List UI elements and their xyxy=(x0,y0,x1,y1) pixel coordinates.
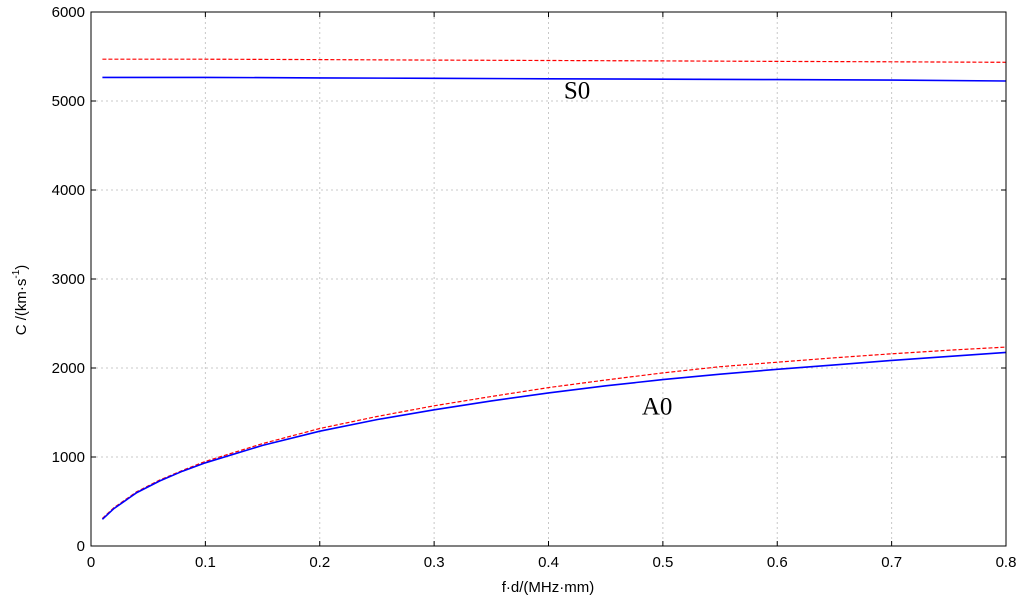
x-tick-label: 0 xyxy=(87,554,95,571)
x-tick-label: 0.1 xyxy=(195,554,216,571)
y-axis-label-close: ) xyxy=(13,265,30,270)
x-tick-label: 0.6 xyxy=(767,554,788,571)
series-line-1-dashed xyxy=(102,58,1007,63)
series-layer xyxy=(101,58,1007,520)
series-line-3-dashed xyxy=(101,346,1007,519)
series-line-2-solid xyxy=(102,76,1007,82)
x-tick-label: 0.5 xyxy=(652,554,673,571)
series-line-4-solid xyxy=(101,351,1007,520)
y-tick-label: 4000 xyxy=(52,182,85,199)
annotation-layer: S0 A0 xyxy=(564,77,673,420)
x-tick-label: 0.4 xyxy=(538,554,559,571)
x-tick-label: 0.7 xyxy=(881,554,902,571)
x-tick-label: 0.2 xyxy=(309,554,330,571)
y-tick-label: 6000 xyxy=(52,4,85,21)
y-tick-label: 3000 xyxy=(52,271,85,288)
x-axis-label: f·d/(MHz·mm) xyxy=(502,579,594,596)
y-tick-label: 0 xyxy=(77,538,85,555)
y-tick-label: 2000 xyxy=(52,360,85,377)
y-tick-label: 1000 xyxy=(52,449,85,466)
y-axis-label: C /(km·s-1) xyxy=(11,265,30,336)
grid-layer xyxy=(91,12,1006,546)
y-axis-label-superscript: -1 xyxy=(11,269,22,278)
x-tick-label: 0.3 xyxy=(424,554,445,571)
x-tick-label: 0.8 xyxy=(996,554,1017,571)
curve-label-s0: S0 xyxy=(564,77,590,104)
y-axis-label-main: C /(km·s xyxy=(13,279,30,336)
y-tick-label: 5000 xyxy=(52,93,85,110)
tick-layer: 0 0.1 0.2 0.3 0.4 0.5 0.6 0.7 0.8 0 1000 2000 3000 40… xyxy=(52,4,1017,571)
curve-label-a0: A0 xyxy=(642,393,673,420)
